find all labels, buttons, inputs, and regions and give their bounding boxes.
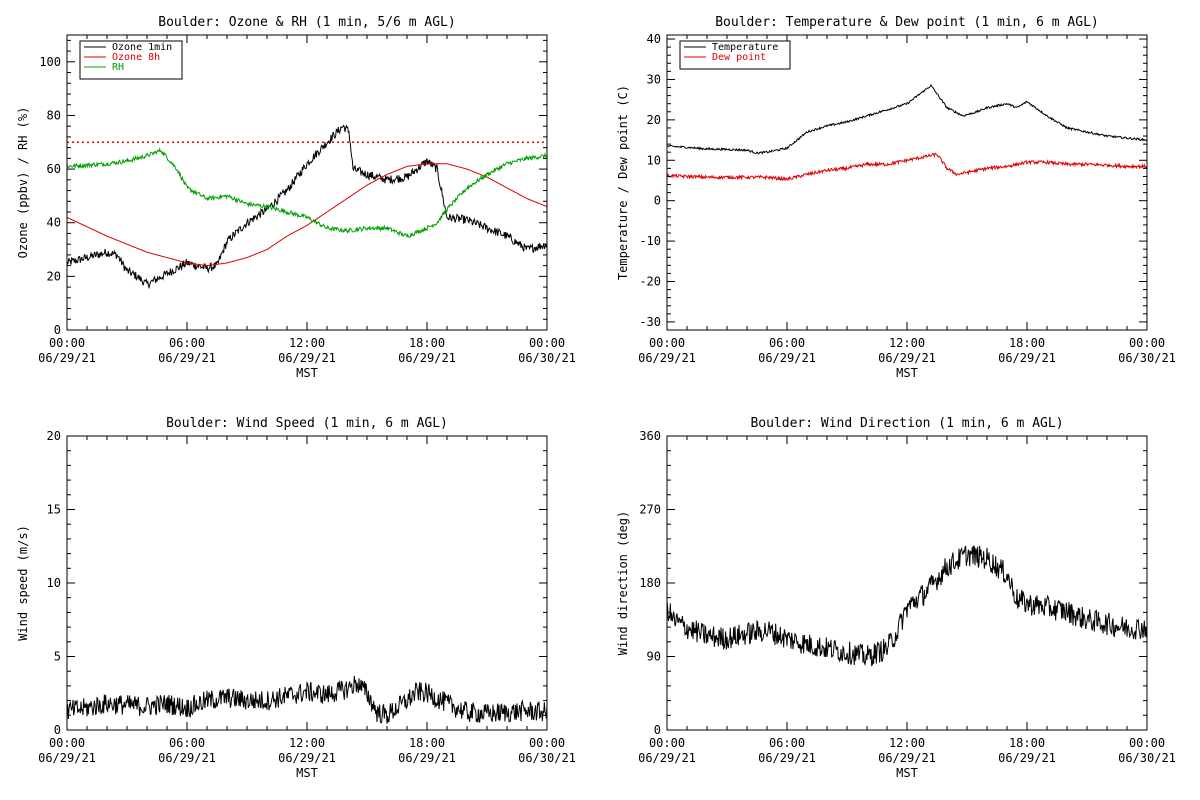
x-tick-date: 06/29/21 [38, 351, 96, 365]
x-tick-date: 06/29/21 [38, 751, 96, 765]
x-tick-date: 06/29/21 [398, 351, 456, 365]
series-line-0 [667, 545, 1147, 667]
y-tick-label: 80 [47, 108, 61, 122]
plot-frame [666, 435, 1148, 731]
chart-title: Boulder: Wind Direction (1 min, 6 m AGL) [750, 416, 1063, 431]
chart-temp_dew: Boulder: Temperature & Dew point (1 min,… [616, 15, 1176, 380]
y-tick-label: 0 [654, 194, 661, 208]
legend-entry: Ozone 1min [112, 42, 172, 53]
chart-title: Boulder: Temperature & Dew point (1 min,… [715, 15, 1099, 30]
x-tick-time: 18:00 [409, 336, 445, 350]
y-tick-label: 0 [654, 723, 661, 737]
x-tick-date: 06/30/21 [518, 351, 576, 365]
y-tick-label: 5 [54, 650, 61, 664]
x-tick-date: 06/29/21 [638, 351, 696, 365]
x-tick-date: 06/30/21 [1118, 751, 1176, 765]
x-tick-date: 06/29/21 [278, 351, 336, 365]
y-tick-label: -20 [639, 275, 661, 289]
y-axis-label: Wind speed (m/s) [16, 525, 30, 641]
plot-frame [666, 34, 1148, 331]
x-tick-date: 06/29/21 [878, 351, 936, 365]
y-tick-label: 40 [647, 32, 661, 46]
x-tick-time: 12:00 [889, 336, 925, 350]
x-tick-date: 06/29/21 [638, 751, 696, 765]
x-tick-date: 06/29/21 [758, 351, 816, 365]
y-tick-label: 10 [47, 576, 61, 590]
chart-title: Boulder: Wind Speed (1 min, 6 m AGL) [166, 416, 448, 431]
series-line-2 [67, 147, 547, 239]
x-tick-time: 12:00 [289, 336, 325, 350]
legend-entry: Dew point [712, 52, 766, 63]
y-tick-label: 180 [639, 576, 661, 590]
series-line-1 [67, 163, 547, 267]
x-tick-date: 06/30/21 [1118, 351, 1176, 365]
x-tick-date: 06/29/21 [998, 351, 1056, 365]
y-tick-label: 20 [647, 113, 661, 127]
series-line-0 [67, 124, 547, 290]
series-line-0 [667, 83, 1147, 155]
y-tick-label: 20 [47, 269, 61, 283]
x-tick-date: 06/29/21 [278, 751, 336, 765]
y-tick-label: 90 [647, 650, 661, 664]
x-tick-time: 06:00 [169, 736, 205, 750]
series-line-0 [67, 675, 547, 724]
y-tick-label: 100 [39, 55, 61, 69]
y-tick-label: 360 [639, 429, 661, 443]
x-tick-time: 06:00 [169, 336, 205, 350]
y-tick-label: -10 [639, 234, 661, 248]
chart-wind_dir: Boulder: Wind Direction (1 min, 6 m AGL)… [616, 416, 1176, 780]
y-axis-label: Temperature / Dew point (C) [616, 85, 630, 280]
x-tick-date: 06/29/21 [998, 751, 1056, 765]
y-axis-label: Ozone (ppbv) / RH (%) [16, 107, 30, 259]
x-tick-time: 06:00 [769, 336, 805, 350]
x-tick-time: 00:00 [1129, 736, 1165, 750]
x-tick-time: 00:00 [49, 736, 85, 750]
x-tick-date: 06/29/21 [758, 751, 816, 765]
x-tick-time: 18:00 [409, 736, 445, 750]
chart-ozone_rh: Boulder: Ozone & RH (1 min, 5/6 m AGL) 0 2… [16, 15, 576, 380]
x-axis-label: MST [296, 366, 318, 380]
y-tick-label: 30 [647, 72, 661, 86]
y-tick-label: 60 [47, 162, 61, 176]
x-tick-time: 00:00 [49, 336, 85, 350]
x-tick-time: 00:00 [649, 736, 685, 750]
y-axis-label: Wind direction (deg) [616, 511, 630, 656]
series-line-1 [667, 152, 1147, 182]
x-axis-label: MST [896, 366, 918, 380]
legend-entry: Temperature [712, 42, 778, 53]
y-tick-label: 0 [54, 723, 61, 737]
x-tick-time: 18:00 [1009, 736, 1045, 750]
y-tick-label: 270 [639, 503, 661, 517]
x-tick-date: 06/30/21 [518, 751, 576, 765]
chart-title: Boulder: Ozone & RH (1 min, 5/6 m AGL) [158, 15, 455, 30]
legend-box [679, 40, 791, 70]
x-tick-time: 18:00 [1009, 336, 1045, 350]
x-axis-label: MST [896, 766, 918, 780]
x-tick-time: 00:00 [1129, 336, 1165, 350]
y-tick-label: 10 [647, 153, 661, 167]
y-tick-label: 40 [47, 216, 61, 230]
x-axis-label: MST [296, 766, 318, 780]
x-tick-date: 06/29/21 [158, 351, 216, 365]
chart-wind_speed: Boulder: Wind Speed (1 min, 6 m AGL) 0 5 10… [16, 416, 576, 780]
y-tick-label: 20 [47, 429, 61, 443]
x-tick-time: 00:00 [649, 336, 685, 350]
x-tick-time: 06:00 [769, 736, 805, 750]
y-tick-label: 0 [54, 323, 61, 337]
x-tick-time: 00:00 [529, 736, 565, 750]
x-tick-date: 06/29/21 [398, 751, 456, 765]
x-tick-date: 06/29/21 [878, 751, 936, 765]
legend-entry: Ozone 8h [112, 52, 160, 63]
y-tick-label: 15 [47, 503, 61, 517]
x-tick-time: 12:00 [889, 736, 925, 750]
legend-entry: RH [112, 62, 124, 73]
y-tick-label: -30 [639, 315, 661, 329]
x-tick-date: 06/29/21 [158, 751, 216, 765]
x-tick-time: 12:00 [289, 736, 325, 750]
x-tick-time: 00:00 [529, 336, 565, 350]
